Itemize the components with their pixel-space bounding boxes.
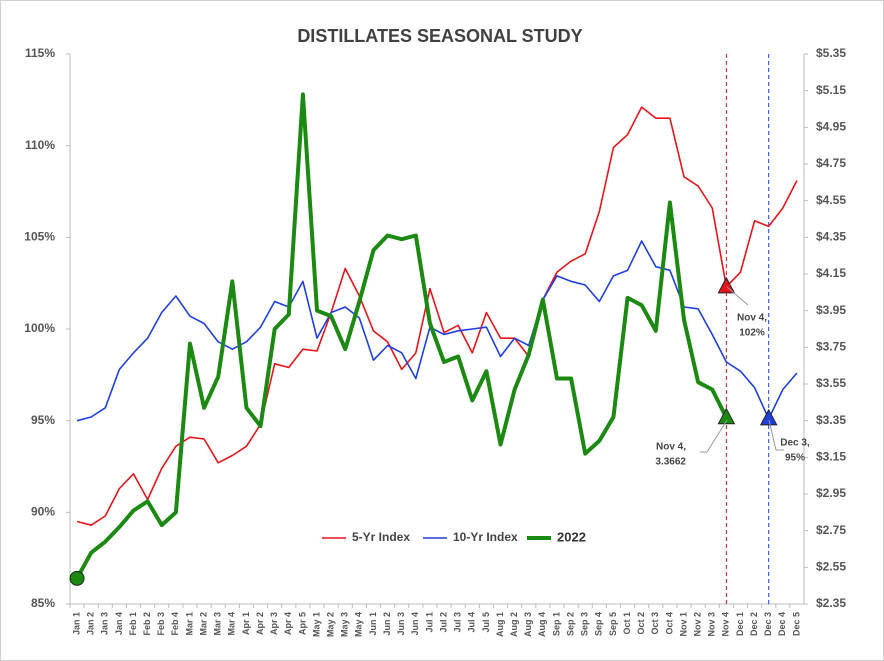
point-marker — [69, 570, 85, 586]
y-tick-label: 100% — [24, 321, 55, 335]
y-tick-label: 105% — [24, 230, 55, 244]
x-tick-label: Oct 2 — [636, 612, 646, 635]
x-tick-label: Apr 2 — [255, 612, 265, 635]
triangle-marker — [717, 276, 736, 294]
x-tick-label: Dec 1 — [735, 612, 745, 636]
y2-tick-label: $4.95 — [816, 120, 846, 134]
annotation: 102% — [739, 328, 765, 339]
x-tick-label: Sep 5 — [608, 612, 618, 636]
triangle-marker — [717, 407, 736, 425]
x-tick-label: Mar 3 — [213, 612, 223, 636]
y2-tick-label: $2.95 — [816, 486, 846, 500]
x-tick-label: Oct 1 — [622, 612, 632, 635]
x-tick-label: Aug 1 — [495, 612, 505, 637]
x-tick-label: Feb 3 — [156, 612, 166, 636]
y2-tick-label: $3.55 — [816, 376, 846, 390]
x-tick-label: Jun 4 — [410, 612, 420, 636]
x-tick-label: Dec 4 — [777, 612, 787, 636]
x-tick-label: Apr 3 — [269, 612, 279, 635]
annotation-leader — [768, 419, 784, 451]
legend-label: 5-Yr Index — [352, 530, 410, 544]
y-tick-label: 95% — [31, 413, 55, 427]
x-tick-label: Jan 3 — [100, 612, 110, 635]
x-tick-label: Mar 2 — [198, 612, 208, 636]
annotation: Nov 4, — [737, 313, 767, 324]
x-tick-label: Feb 2 — [142, 612, 152, 636]
x-tick-label: Jul 4 — [467, 612, 477, 633]
x-tick-label: Apr 1 — [241, 612, 251, 635]
y-tick-label: 110% — [25, 138, 55, 152]
x-tick-label: Jun 2 — [382, 612, 392, 636]
x-tick-label: Jan 2 — [86, 612, 96, 635]
x-tick-label: Jun 1 — [368, 612, 378, 636]
y2-tick-label: $4.55 — [816, 193, 846, 207]
x-tick-label: Oct 4 — [664, 612, 674, 635]
y2-tick-label: $2.75 — [816, 523, 846, 537]
x-tick-label: May 1 — [311, 612, 321, 637]
y2-tick-label: $5.35 — [816, 46, 846, 60]
series-line — [76, 106, 798, 526]
x-tick-label: Dec 5 — [791, 612, 801, 636]
x-tick-label: Feb 1 — [128, 612, 138, 636]
x-tick-label: Aug 2 — [509, 612, 519, 637]
x-tick-label: Jun 3 — [396, 612, 406, 636]
x-tick-label: Dec 2 — [749, 612, 759, 636]
y2-tick-label: $2.35 — [816, 596, 846, 610]
y-tick-label: 85% — [31, 596, 55, 610]
x-tick-label: Dec 3 — [763, 612, 773, 636]
x-tick-label: May 2 — [326, 612, 336, 637]
x-tick-label: Jul 2 — [438, 612, 448, 633]
x-tick-label: May 4 — [354, 612, 364, 637]
x-tick-label: Jan 4 — [114, 612, 124, 635]
x-tick-label: Sep 3 — [580, 612, 590, 636]
y2-tick-label: $2.55 — [816, 560, 846, 574]
y2-tick-label: $5.15 — [816, 83, 846, 97]
annotation: Dec 3, — [780, 438, 810, 449]
x-tick-label: Jul 5 — [481, 612, 491, 633]
y2-tick-label: $3.95 — [816, 303, 846, 317]
x-tick-label: Feb 4 — [170, 612, 180, 636]
annotation: 95% — [785, 453, 805, 464]
x-tick-label: Aug 4 — [537, 612, 547, 637]
x-tick-label: Nov 2 — [693, 612, 703, 637]
series-line — [75, 92, 729, 580]
x-tick-label: Sep 1 — [551, 612, 561, 636]
x-tick-label: Jul 3 — [453, 612, 463, 633]
x-tick-label: Jul 1 — [424, 612, 434, 633]
x-tick-label: Mar 1 — [184, 612, 194, 636]
x-tick-label: Sep 2 — [565, 612, 575, 636]
y2-tick-label: $4.15 — [816, 266, 846, 280]
x-tick-label: Apr 5 — [297, 612, 307, 635]
y2-tick-label: $4.75 — [816, 156, 846, 170]
x-tick-label: Jan 1 — [71, 612, 81, 635]
y-tick-label: 90% — [31, 505, 55, 519]
x-tick-label: Nov 4 — [721, 612, 731, 637]
x-tick-label: Aug 3 — [523, 612, 533, 637]
annotation: Nov 4, — [656, 442, 686, 453]
triangle-marker — [759, 408, 778, 426]
x-tick-label: Oct 3 — [650, 612, 660, 635]
chart-title: DISTILLATES SEASONAL STUDY — [297, 26, 582, 46]
annotation-leader — [726, 286, 749, 306]
y2-tick-label: $4.35 — [816, 230, 846, 244]
y2-tick-label: $3.15 — [816, 450, 846, 464]
x-tick-label: Mar 4 — [227, 612, 237, 636]
annotation: 3.3662 — [655, 457, 686, 468]
x-tick-label: Sep 4 — [594, 612, 604, 636]
x-tick-label: Apr 4 — [283, 612, 293, 635]
y2-tick-label: $3.75 — [816, 340, 846, 354]
x-tick-label: Nov 1 — [678, 612, 688, 637]
x-tick-label: Nov 3 — [707, 612, 717, 637]
y2-tick-label: $3.35 — [816, 413, 846, 427]
annotation-leader — [700, 419, 728, 453]
x-tick-label: May 3 — [340, 612, 350, 637]
y-tick-label: 115% — [25, 46, 55, 60]
legend-label: 10-Yr Index — [453, 530, 518, 544]
series-line — [76, 240, 798, 422]
legend-label: 2022 — [557, 529, 586, 544]
